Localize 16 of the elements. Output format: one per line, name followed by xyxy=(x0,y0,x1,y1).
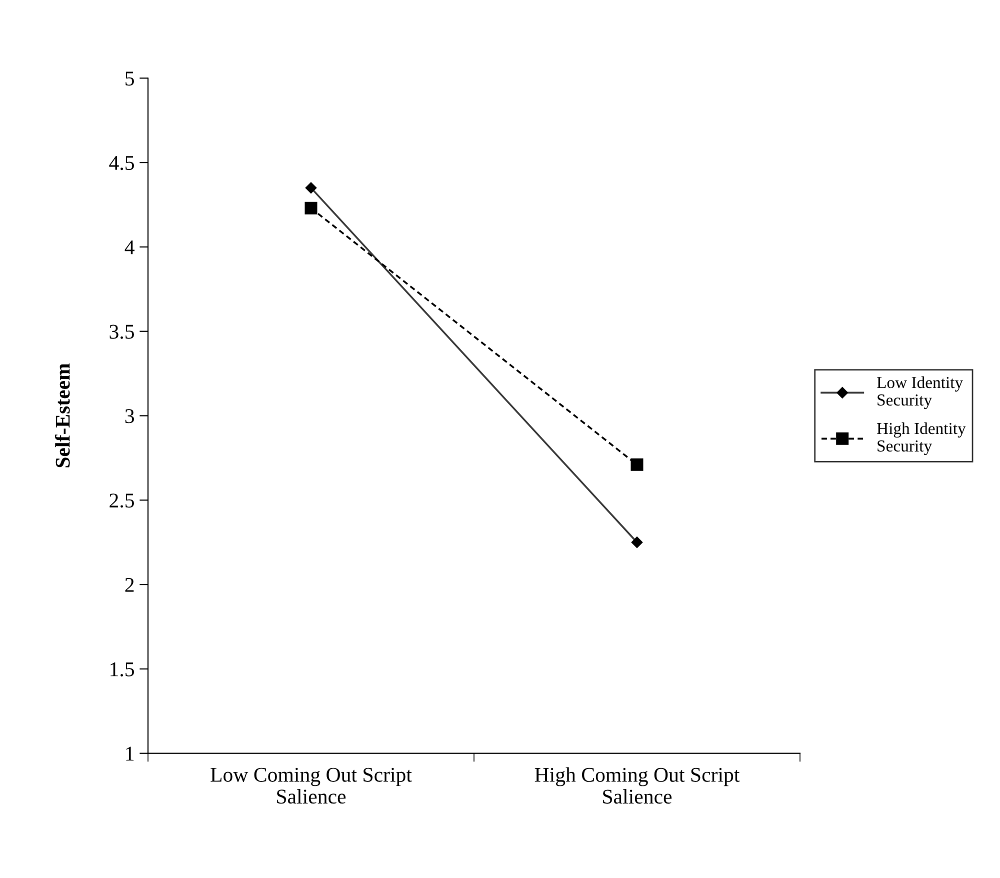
y-tick-label: 3 xyxy=(125,409,134,424)
y-tick-label: 4 xyxy=(124,240,134,254)
point xyxy=(630,458,644,471)
y-tick-label: 5 xyxy=(126,72,134,86)
y-tick-label: 2 xyxy=(125,578,134,592)
y-tick-label: 4.5 xyxy=(109,156,134,170)
point xyxy=(304,202,318,214)
legend-label: High Identity Security xyxy=(877,422,966,456)
x-tick-label: Low Coming Out Script Salience xyxy=(210,768,412,804)
y-tick-label: 3.5 xyxy=(110,324,134,339)
y-tick-label: 1 xyxy=(126,746,134,761)
x-tick-label: High Coming Out Script Salience xyxy=(534,767,740,804)
y-tick-label: 2.5 xyxy=(110,494,134,508)
legend-label: Low Identity Security xyxy=(877,376,964,410)
y-tick-label: 1.5 xyxy=(110,662,134,676)
y-axis-title: Self-Esteem xyxy=(54,363,70,468)
